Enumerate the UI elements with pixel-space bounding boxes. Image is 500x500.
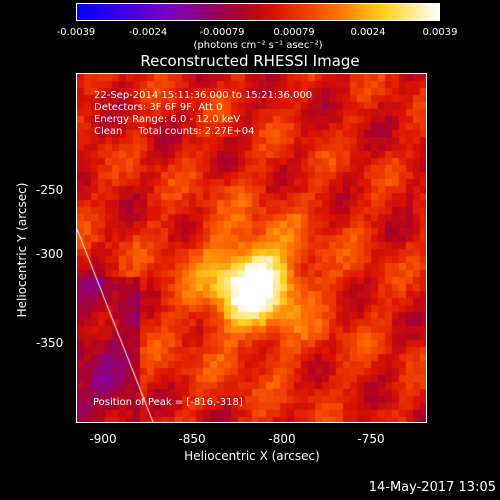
rhessi-image — [77, 74, 426, 422]
colorbar-tick-label: 0.0024 — [350, 27, 386, 38]
clean-counts: Clean Total counts: 2.27E+04 — [94, 126, 255, 137]
detectors-text: Detectors: 3F 6F 9F, Att 0 — [94, 102, 223, 113]
energy-range: Energy Range: 6.0 - 12.0 keV — [94, 114, 241, 125]
timestamp: 14-May-2017 13:05 — [368, 480, 496, 495]
x-tick-label: -750 — [357, 432, 385, 446]
colorbar-units: (photons cm⁻² s⁻¹ asec⁻²) — [193, 40, 323, 51]
time-range: 22-Sep-2014 15:11:36.000 to 15:21:36.000 — [94, 90, 313, 101]
info-block: 22-Sep-2014 15:11:36.000 to 15:21:36.000… — [94, 90, 312, 138]
colorbar — [76, 3, 440, 21]
y-tick-label: -350 — [36, 336, 64, 350]
x-axis-title: Heliocentric X (arcsec) — [184, 449, 320, 463]
colorbar-tick-label: -0.0039 — [56, 27, 96, 38]
x-tick-label: -850 — [178, 432, 206, 446]
y-tick-label: -300 — [36, 247, 64, 261]
y-tick-label: -250 — [36, 183, 64, 197]
y-axis-title: Heliocentric Y (arcsec) — [15, 182, 29, 318]
colorbar-tick-label: 0.00079 — [273, 27, 315, 38]
x-tick-label: -800 — [268, 432, 296, 446]
colorbar-tick-label: -0.0024 — [128, 27, 168, 38]
plot-title: Reconstructed RHESSI Image — [140, 52, 360, 70]
peak-position: Position of Peak = [-816,-318] — [93, 397, 243, 408]
colorbar-tick-label: -0.00079 — [199, 27, 245, 38]
image-panel — [76, 73, 427, 423]
x-tick-label: -900 — [89, 432, 117, 446]
colorbar-tick-label: 0.0039 — [422, 27, 458, 38]
